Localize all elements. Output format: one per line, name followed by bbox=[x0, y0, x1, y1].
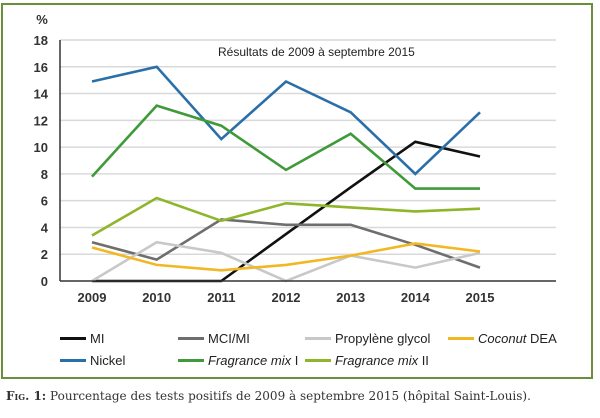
y-tick-label: 0 bbox=[41, 274, 48, 289]
y-axis-label: % bbox=[36, 12, 48, 27]
figure-label: Fig. 1: bbox=[6, 389, 47, 403]
legend-item-fragrance-mix-i: Fragrance mix I bbox=[178, 353, 298, 368]
y-tick-labels: 0 2 4 6 8 10 12 14 16 18 bbox=[34, 33, 49, 289]
legend-label: II bbox=[418, 353, 429, 368]
x-tick-label: 2013 bbox=[336, 290, 365, 305]
legend-swatch bbox=[448, 337, 474, 340]
x-tick-label: 2010 bbox=[142, 290, 171, 305]
legend-label: DEA bbox=[526, 331, 557, 346]
legend-label-italic: Coconut bbox=[478, 331, 527, 346]
legend-item-propyl-ne-glycol: Propylène glycol bbox=[305, 331, 430, 346]
legend-label: MCI/MI bbox=[208, 331, 250, 346]
legend-item-fragrance-mix-ii: Fragrance mix II bbox=[305, 353, 429, 368]
y-tick-label: 10 bbox=[34, 140, 48, 155]
figure-frame bbox=[1, 3, 593, 379]
series-lines bbox=[91, 65, 481, 283]
legend-label: MI bbox=[90, 331, 105, 346]
series-line-coconut-dea bbox=[91, 242, 481, 272]
legend-swatch bbox=[60, 337, 86, 340]
legend-swatch bbox=[305, 337, 331, 340]
legend-label-italic: Fragrance mix bbox=[208, 353, 292, 368]
x-tick-label: 2014 bbox=[401, 290, 431, 305]
legend-swatch bbox=[178, 337, 204, 340]
x-tick-labels: 2009 2010 2011 2012 2013 2014 2015 bbox=[78, 290, 495, 305]
caption-text: Pourcentage des tests positifs de 2009 à… bbox=[46, 389, 531, 403]
legend-label-italic: Fragrance mix bbox=[335, 353, 419, 368]
y-tick-label: 2 bbox=[41, 247, 48, 262]
x-tick-label: 2009 bbox=[78, 290, 107, 305]
legend-swatch bbox=[305, 359, 331, 362]
x-tick-label: 2015 bbox=[466, 290, 495, 305]
legend-swatch bbox=[178, 359, 204, 362]
x-tick-label: 2011 bbox=[207, 290, 235, 305]
legend-item-coconut-dea: Coconut DEA bbox=[448, 331, 557, 346]
legend-label: Nickel bbox=[90, 353, 126, 368]
legend-label: Propylène glycol bbox=[335, 331, 431, 346]
series-line-nickel bbox=[91, 65, 481, 176]
legend-swatch bbox=[60, 359, 86, 362]
y-tick-label: 18 bbox=[34, 33, 48, 48]
figure-caption: Fig. 1: Pourcentage des tests positifs d… bbox=[6, 389, 531, 403]
legend-item-nickel: Nickel bbox=[60, 353, 125, 368]
y-tick-label: 16 bbox=[34, 60, 48, 75]
y-tick-label: 8 bbox=[41, 167, 48, 182]
legend-item-mi: MI bbox=[60, 331, 104, 346]
series-line-fragrance-mix-i bbox=[91, 104, 480, 190]
legend-item-mci-mi: MCI/MI bbox=[178, 331, 250, 346]
y-tick-label: 6 bbox=[41, 194, 48, 209]
legend-label: I bbox=[291, 353, 299, 368]
y-tick-label: 14 bbox=[34, 87, 49, 102]
y-tick-label: 4 bbox=[41, 220, 49, 235]
series-line-fragrance-mix-ii bbox=[91, 196, 481, 237]
chart-title: Résultats de 2009 à septembre 2015 bbox=[218, 45, 415, 59]
x-tick-label: 2012 bbox=[272, 290, 301, 305]
y-tick-label: 12 bbox=[34, 113, 48, 128]
